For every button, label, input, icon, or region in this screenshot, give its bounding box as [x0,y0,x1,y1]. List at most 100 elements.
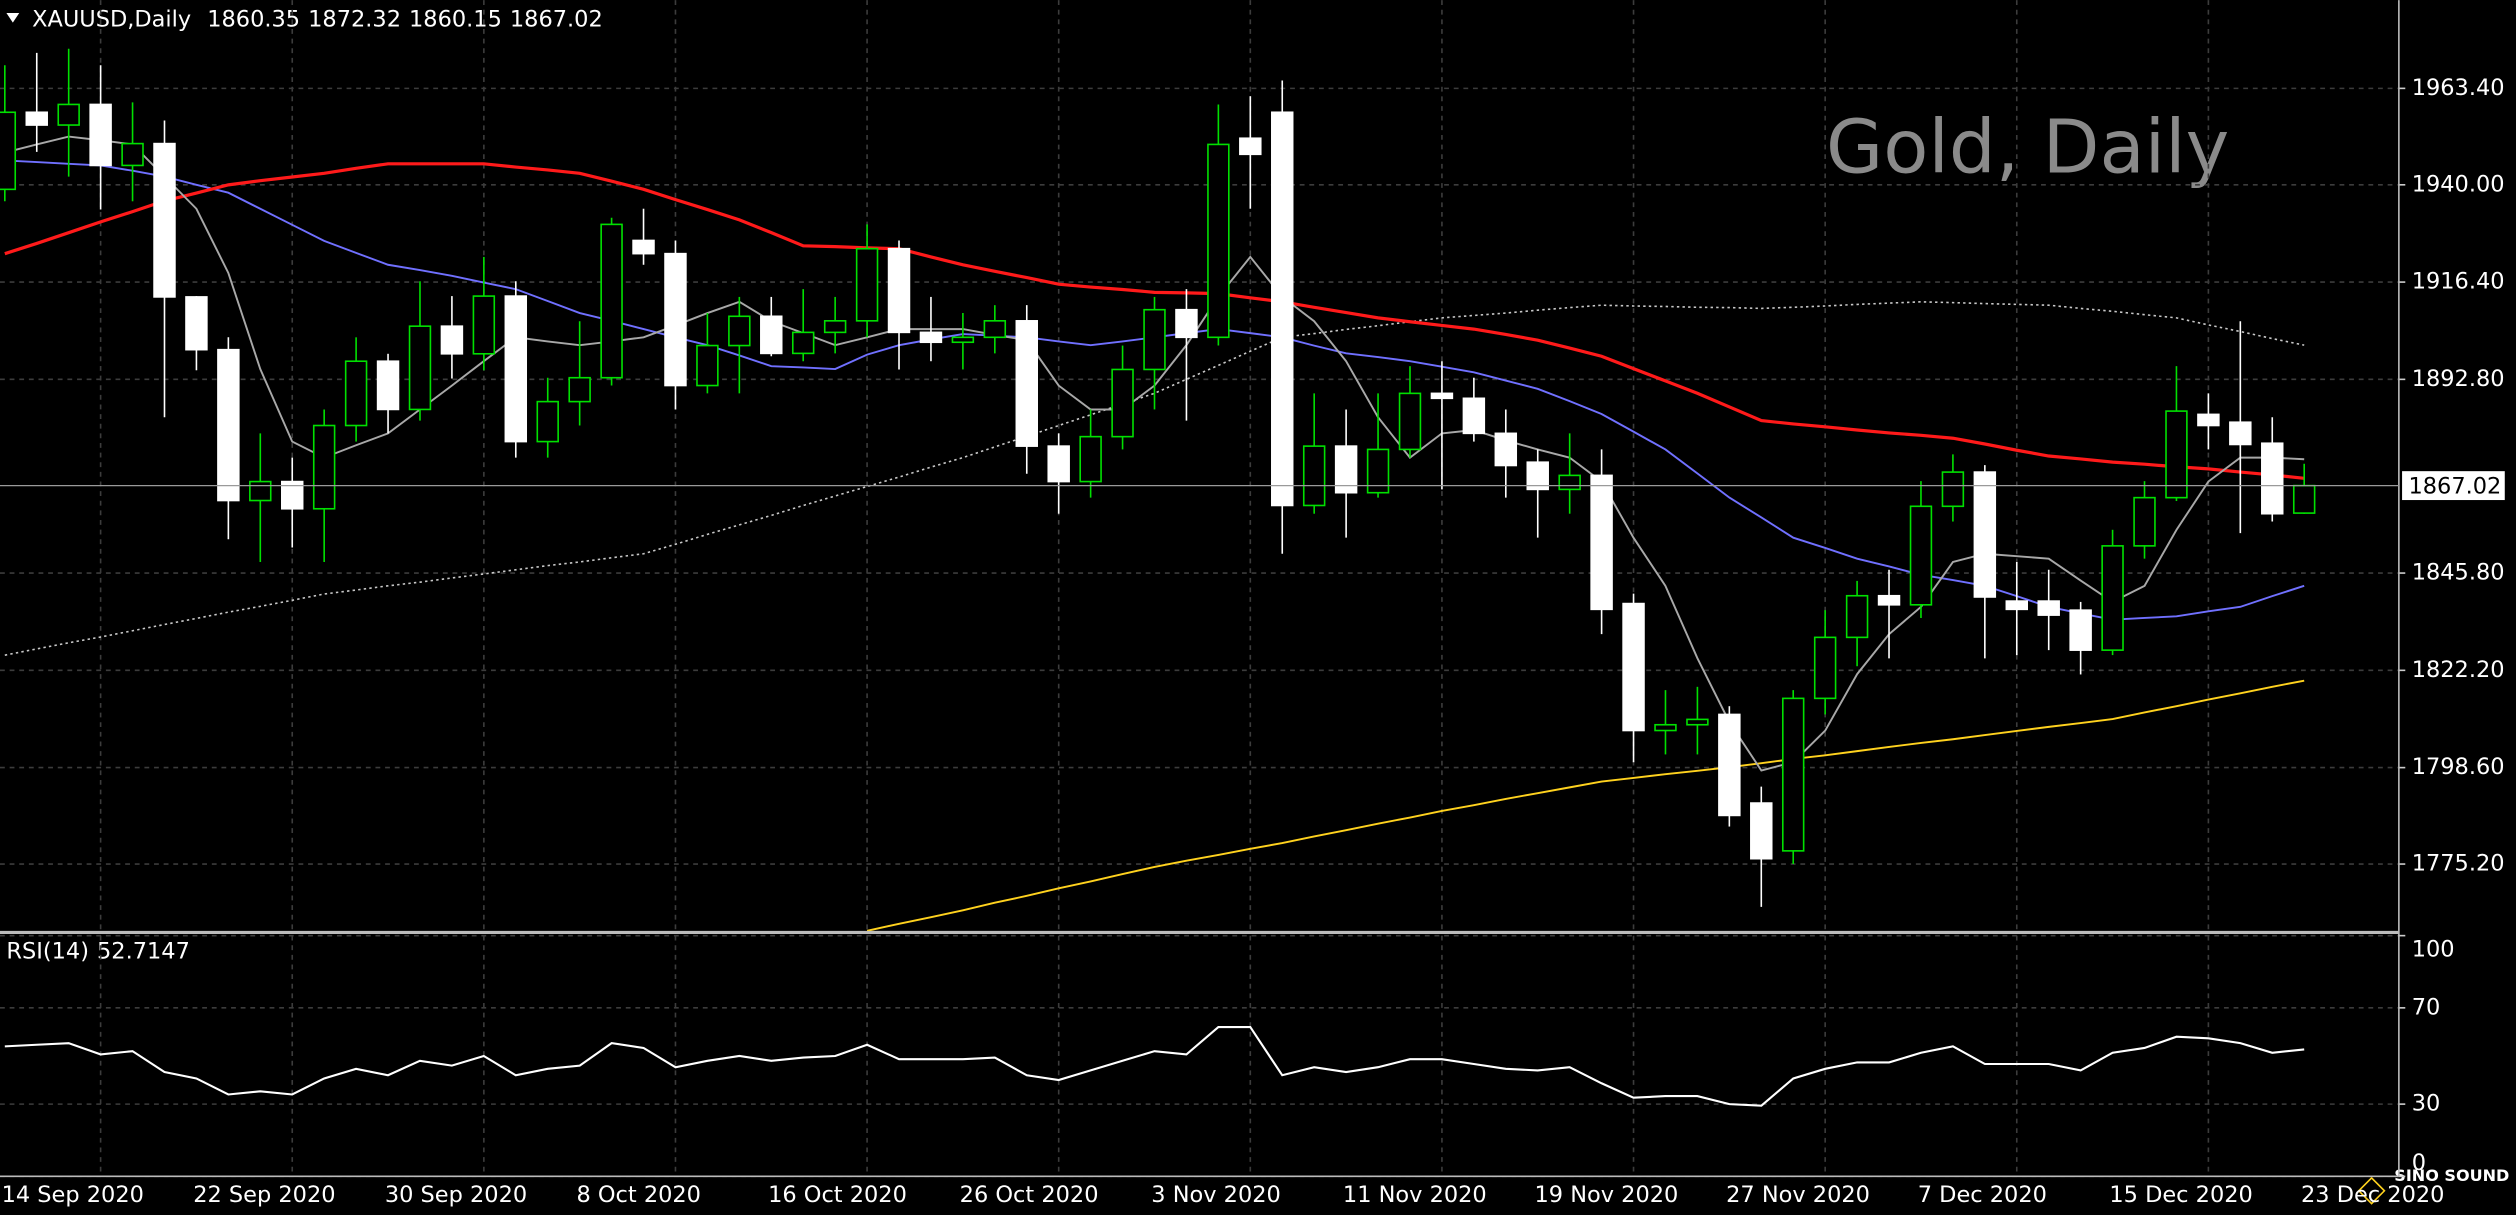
x-tick-label: 16 Oct 2020 [768,1182,907,1208]
candle-body [983,320,1007,339]
candle-body [1047,445,1070,483]
candle-body [2165,410,2188,499]
candle-body [2261,442,2284,515]
plot [0,0,2399,1178]
y-tick-label: 1822.20 [2412,657,2505,683]
candle-body [1462,397,1486,435]
candle-body [408,325,432,411]
y-tick-label: 100 [2412,937,2455,963]
candle-body [1622,602,1645,732]
candle-body [249,480,272,502]
candle-body [1686,718,1709,726]
y-tick-label: 1940.00 [2412,171,2505,197]
candle-body [1718,713,1741,817]
x-tick-label: 3 Nov 2020 [1151,1182,1281,1208]
candle-body [2037,600,2060,616]
x-tick-label: 11 Nov 2020 [1343,1182,1487,1208]
candle-body [1334,445,1358,494]
x-tick-label: 15 Dec 2020 [2109,1182,2252,1208]
candle-body [1175,308,1198,339]
candle-body [376,360,400,411]
header: XAUUSD,Daily 1860.35 1872.32 1860.15 1867.02 [32,6,603,32]
x-tick-label: 14 Sep 2020 [2,1182,144,1208]
candle-body [185,296,208,351]
x-tick-label: 7 Dec 2020 [1918,1182,2047,1208]
candle-body [1015,320,1038,447]
candle-body [1909,505,1933,606]
symbol: XAUUSD,Daily [32,6,191,32]
candle-body [57,103,80,126]
candle-body [1845,594,1869,639]
candle-body [2133,496,2156,547]
indicator-value: 52.7147 [97,938,190,964]
open: 1860.35 [207,6,300,32]
candle-body [632,239,655,255]
candle-body [951,336,975,344]
candle-body [568,376,591,403]
x-tick-label: 8 Oct 2020 [576,1182,701,1208]
candle-body [1430,392,1454,400]
candle-body [1973,471,1997,598]
y-tick-label: 70 [2412,994,2441,1020]
candle-body [1239,137,1262,156]
candle-body [887,247,911,334]
candle-body [1366,448,1390,494]
menu-arrow [6,12,20,23]
candle-body [1398,392,1422,451]
candle-body [2292,484,2316,514]
y-tick-label: 1963.40 [2412,75,2505,101]
candle-body [281,480,304,510]
candle-body [1941,471,1965,508]
y-tick-label: 1775.20 [2412,851,2505,877]
candle-body [600,223,623,379]
candle-body [1526,461,1549,491]
high: 1872.32 [308,6,401,32]
candle-body [728,315,751,347]
candle-body [855,247,879,322]
candle-body [1781,697,1805,852]
candle-body [344,360,368,427]
candle-body [153,142,176,298]
x-tick-label: 26 Oct 2020 [960,1182,1099,1208]
low: 1860.15 [409,6,502,32]
ma-line [4,162,2305,480]
candle-body [440,325,464,355]
candle-body [472,295,496,355]
candle-body [2197,413,2220,427]
y-tick-label: 30 [2412,1091,2441,1117]
candle-body [217,348,240,502]
candle-body [1143,308,1166,371]
ma-line [866,679,2305,932]
y-tick-label: 1845.80 [2412,560,2505,586]
ma-line [4,301,2305,656]
x-tick-label: 22 Sep 2020 [193,1182,335,1208]
price-tag [2402,471,2505,501]
candle-body [504,295,528,443]
x-tick-label: 27 Nov 2020 [1726,1182,1870,1208]
candle-body [312,424,336,510]
candle-body [1302,445,1326,507]
x-tick-label: 23 Dec 2020 [2301,1182,2444,1208]
candle-body [2101,545,2124,651]
logo-icon [2357,1176,2386,1205]
x-tick-label: 30 Sep 2020 [385,1182,527,1208]
indicator-label: RSI(14) 52.7147 [6,938,189,964]
y-tick-label: 0 [2412,1150,2426,1176]
candle-body [2069,609,2092,651]
candle-body [760,315,783,355]
candle-body [1271,111,1294,507]
watermark-title: Gold, Daily [1826,105,2229,191]
candle-body [1207,143,1230,339]
x-tick-label: 19 Nov 2020 [1535,1182,1679,1208]
logo: SINO SOUND [2394,1166,2509,1185]
candle-body [0,111,17,191]
candle-body [696,344,719,387]
candle-body [121,142,144,167]
candle-body [1750,802,1773,860]
candle-body [1813,636,1837,700]
candle-body [1494,432,1518,467]
candle-body [1877,594,1901,606]
y-tick-label: 1916.40 [2412,269,2505,295]
candle-body [791,331,815,355]
